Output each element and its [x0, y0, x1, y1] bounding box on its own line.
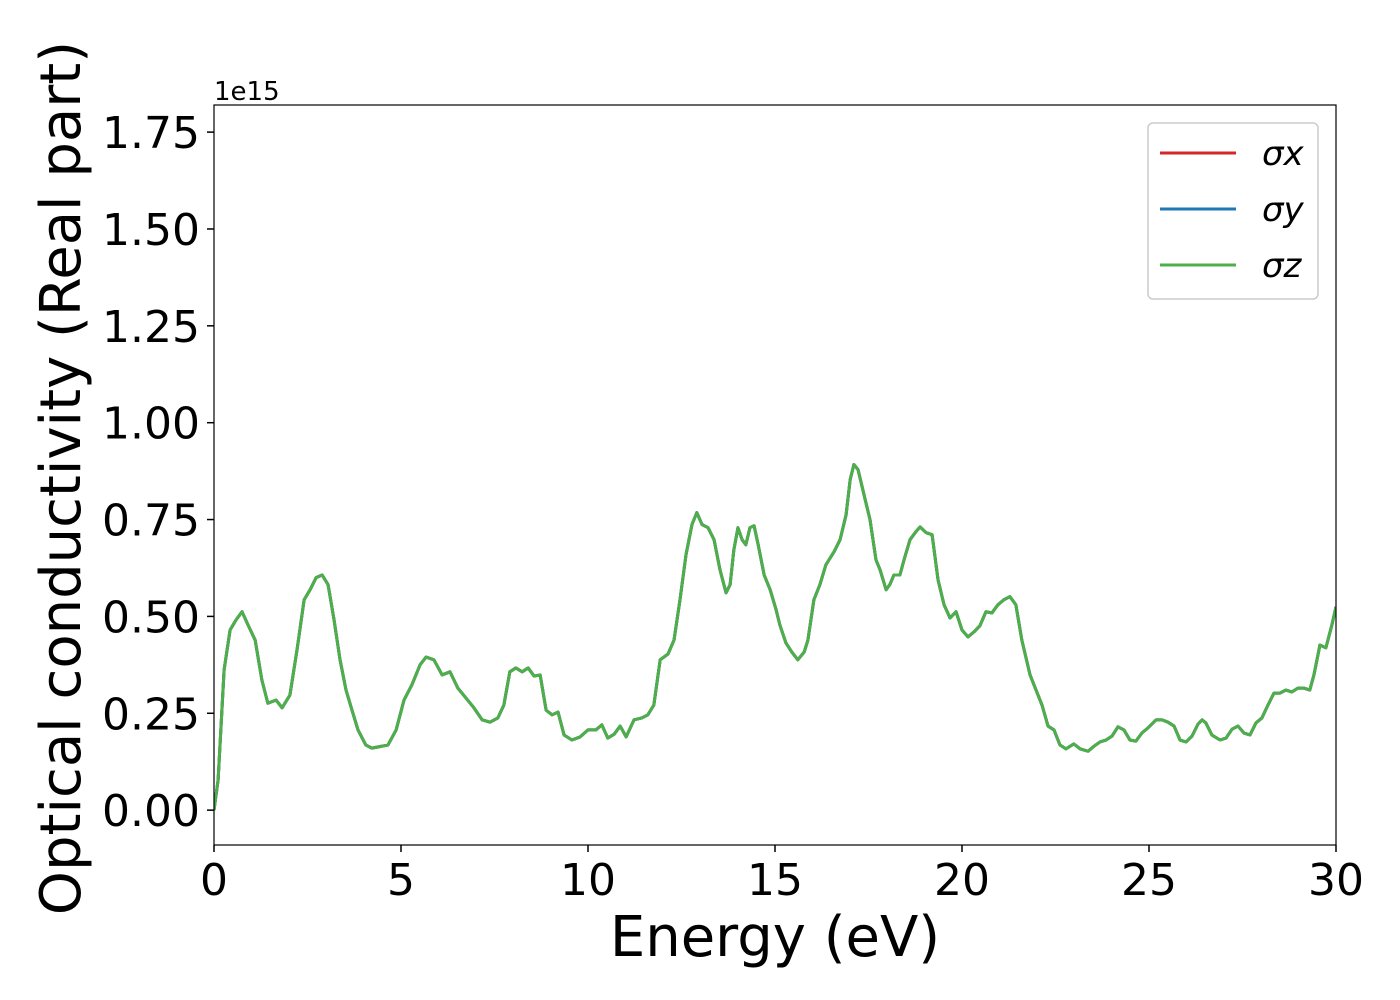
series-line	[214, 463, 1336, 811]
y-axis-label: Optical conductivity (Real part)	[29, 41, 94, 915]
x-tick-label: 30	[1308, 855, 1364, 906]
legend-label: σz	[1262, 246, 1303, 286]
legend-label: σy	[1262, 190, 1305, 230]
x-tick-label: 15	[747, 855, 803, 906]
y-tick-label: 1.25	[102, 302, 200, 353]
y-tick-label: 1.75	[102, 108, 200, 159]
x-tick-label: 20	[934, 855, 990, 906]
legend-box	[1147, 122, 1319, 300]
plot-frame	[213, 104, 1337, 846]
x-tick-label: 5	[387, 855, 415, 906]
offset-label: 1e15	[214, 77, 280, 107]
y-tick-label: 0.50	[102, 592, 200, 643]
x-tick-label: 0	[200, 855, 228, 906]
x-axis-label: Energy (eV)	[610, 905, 940, 970]
legend-label: σx	[1262, 134, 1305, 174]
y-tick-label: 0.00	[102, 786, 200, 837]
x-tick-label: 10	[560, 855, 616, 906]
y-tick-label: 0.75	[102, 496, 200, 547]
y-tick-label: 1.00	[102, 399, 200, 450]
x-tick-label: 25	[1121, 855, 1177, 906]
y-tick-label: 0.25	[102, 689, 200, 740]
y-tick-label: 1.50	[102, 205, 200, 256]
